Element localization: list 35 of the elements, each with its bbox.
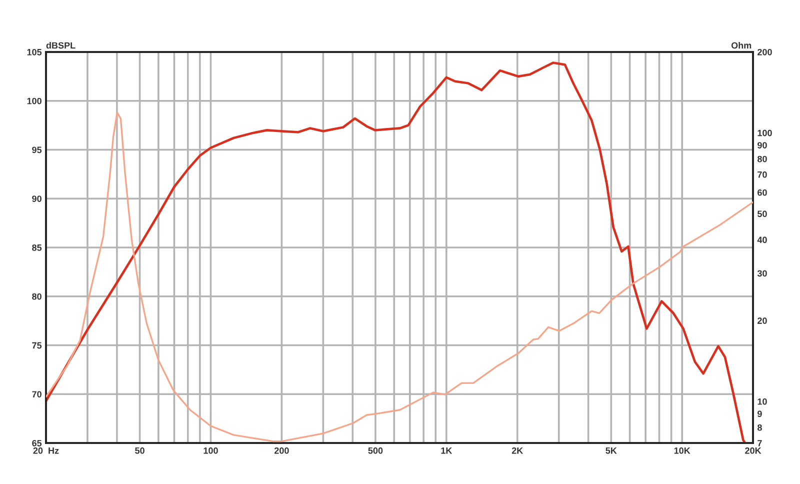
y-tick-label: 90 xyxy=(32,196,42,202)
y-tick-label: 20 xyxy=(758,318,767,324)
y-tick-label: 105 xyxy=(27,48,42,56)
y-tick-label: 60 xyxy=(758,189,767,196)
y-tick-label: 100 xyxy=(758,130,772,136)
x-tick-label: 500 xyxy=(368,447,383,454)
y-axis-title: Ohm xyxy=(731,42,752,49)
x-tick-label: 100 xyxy=(204,447,218,454)
y-tick-label: 85 xyxy=(32,244,42,251)
y-tick-label: 100 xyxy=(27,98,42,104)
y-tick-label: 80 xyxy=(757,156,767,162)
y-tick-label: 90 xyxy=(758,142,767,148)
x-tick-label: 50 xyxy=(135,447,144,454)
y-tick-label: 50 xyxy=(757,210,767,218)
x-tick-label: 20 Hz xyxy=(33,447,59,454)
y-tick-label: 70 xyxy=(32,391,42,398)
y-tick-label: 75 xyxy=(32,342,42,349)
x-tick-label: 2K xyxy=(512,447,524,454)
y-tick-label: 30 xyxy=(757,270,767,277)
y-tick-label: 200 xyxy=(758,48,772,56)
y-tick-label: 9 xyxy=(758,410,762,418)
y-tick-label: 80 xyxy=(32,293,42,300)
y-tick-label: 65 xyxy=(32,440,42,446)
y-tick-label: 95 xyxy=(32,146,42,154)
y-tick-label: 8 xyxy=(757,424,762,431)
x-tick-label: 20K xyxy=(745,447,762,454)
x-tick-label: 1K xyxy=(441,448,452,454)
y-tick-label: 40 xyxy=(757,236,767,244)
x-tick-label: 10K xyxy=(674,447,690,454)
x-tick-label: 5K xyxy=(606,448,617,454)
y-tick-label: 10 xyxy=(758,398,767,405)
y-axis-title: dBSPL xyxy=(46,42,76,49)
y-tick-label: 7 xyxy=(758,440,762,446)
y-tick-label: 70 xyxy=(758,171,767,178)
x-tick-label: 200 xyxy=(274,447,289,454)
